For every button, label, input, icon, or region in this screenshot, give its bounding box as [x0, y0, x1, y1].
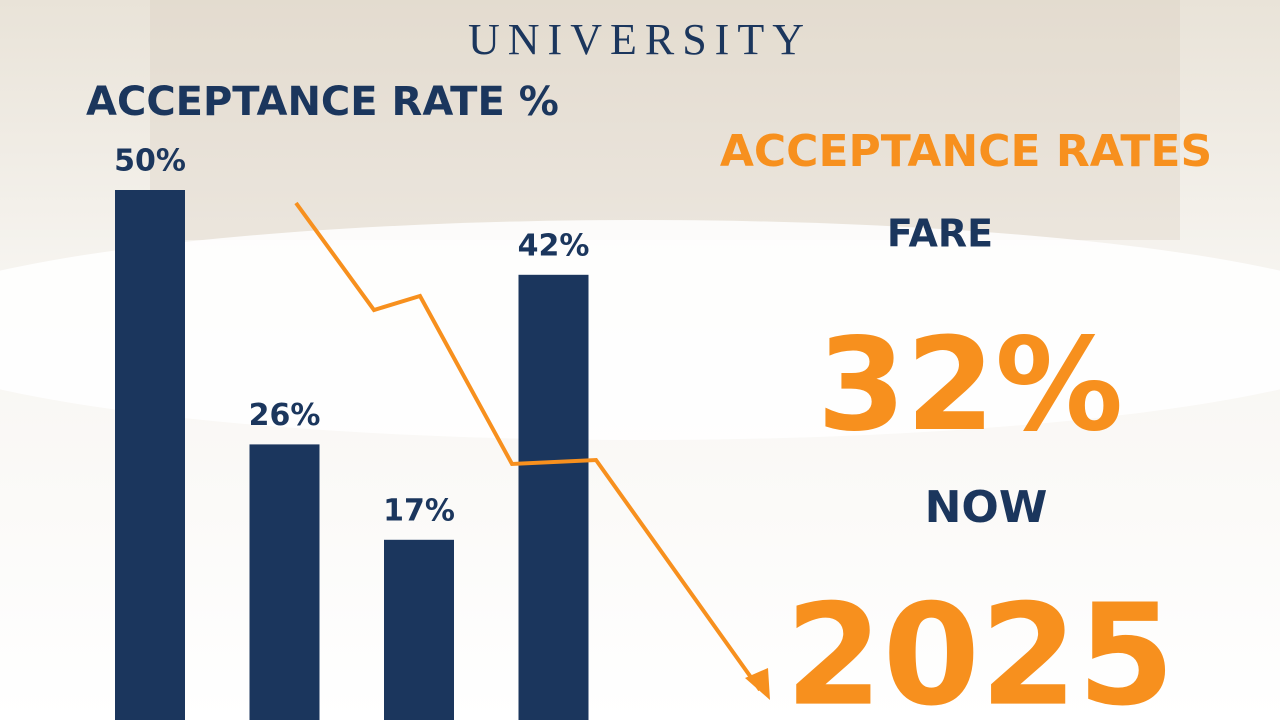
value-label: 42% [518, 228, 590, 263]
bar [384, 539, 454, 720]
bar [518, 274, 589, 720]
annotation: NOW [925, 482, 1048, 533]
bars: 50% 26% 17% 42% [114, 144, 589, 720]
annotation: FARE [887, 212, 993, 256]
value-label: 50% [114, 144, 186, 179]
chart-title: ACCEPTANCE RATE % [86, 79, 559, 125]
annotation: 32% [817, 311, 1123, 460]
backdrop-fade [0, 220, 1280, 440]
building-backdrop [150, 0, 1180, 240]
value-label: 26% [249, 398, 321, 433]
header: UNIVERSITY [468, 15, 812, 64]
value-label: 17% [383, 493, 455, 528]
annotation: 2025 [785, 575, 1175, 720]
annotation: ACCEPTANCE RATES [720, 126, 1212, 177]
trend-arrow [294, 201, 762, 692]
arrow-head [745, 668, 770, 700]
bar [249, 444, 320, 720]
bar [115, 190, 185, 720]
